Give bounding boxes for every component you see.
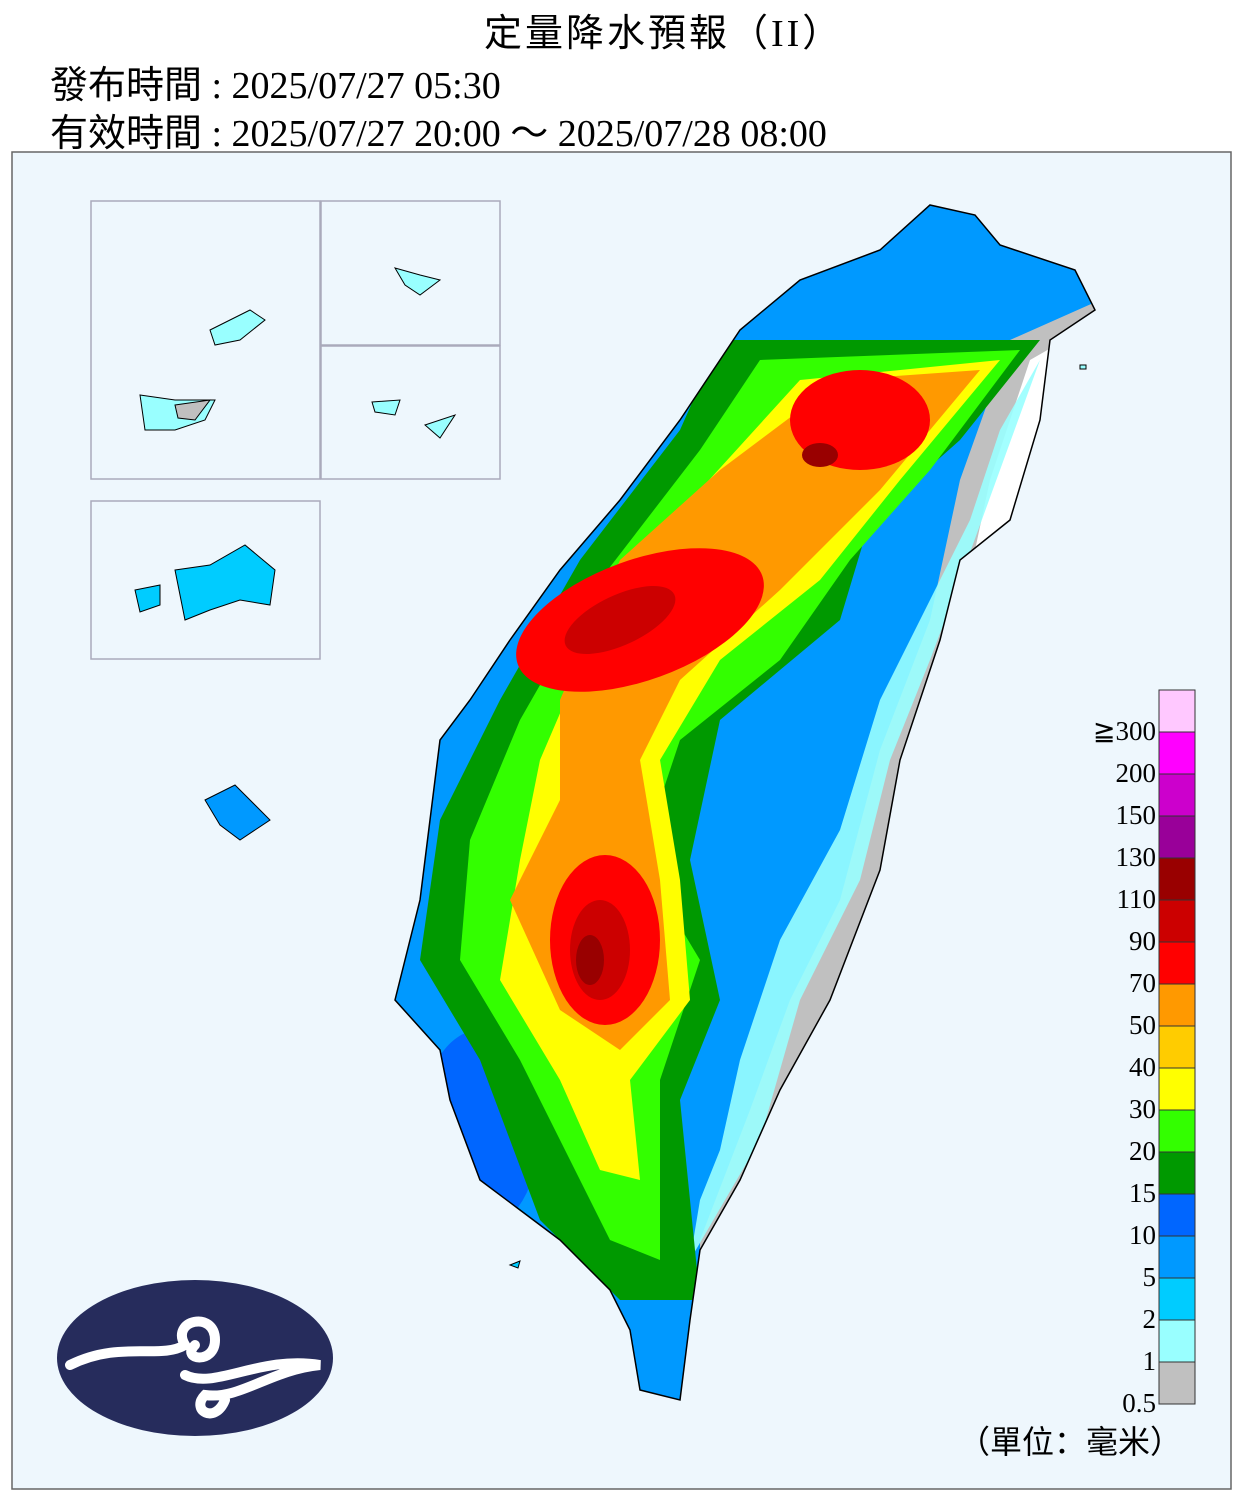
- legend-label: 15: [1129, 1178, 1156, 1208]
- inset-frames: [90, 200, 501, 660]
- issued-time: 發布時間 : 2025/07/27 05:30: [50, 65, 501, 107]
- legend-label: 150: [1116, 800, 1157, 830]
- legend: ≧300 200 150 130 110 90 70 50 40 30 20 15 10 5 2 1 0.5: [1093, 689, 1196, 1418]
- valid-time: 有效時間 : 2025/07/27 20:00 ～ 2025/07/28 08:…: [50, 113, 827, 155]
- legend-swatch: [1158, 899, 1196, 943]
- legend-label: 130: [1116, 842, 1157, 872]
- legend-swatch: [1158, 1319, 1196, 1363]
- legend-swatch: [1158, 731, 1196, 775]
- legend-label: 40: [1129, 1052, 1156, 1082]
- legend-swatch: [1158, 1277, 1196, 1321]
- legend-label: 200: [1116, 758, 1157, 788]
- legend-label: 70: [1129, 968, 1156, 998]
- legend-swatch: [1158, 1235, 1196, 1279]
- legend-label: ≧300: [1093, 716, 1156, 746]
- legend-label: 30: [1129, 1094, 1156, 1124]
- island-outline: [394, 204, 1096, 1401]
- outlying-islands: [134, 267, 1087, 1269]
- legend-swatch: [1158, 773, 1196, 817]
- legend-label: 20: [1129, 1136, 1156, 1166]
- legend-label: 0.5: [1122, 1388, 1156, 1418]
- title: 定量降水預報（II）: [484, 13, 844, 55]
- legend-swatch: [1158, 983, 1196, 1027]
- legend-swatch: [1158, 1109, 1196, 1153]
- legend-label: 1: [1143, 1346, 1157, 1376]
- legend-swatch: [1158, 1361, 1196, 1405]
- legend-swatch: [1158, 689, 1196, 733]
- legend-label: 50: [1129, 1010, 1156, 1040]
- legend-swatch: [1158, 815, 1196, 859]
- legend-label: 10: [1129, 1220, 1156, 1250]
- unit-label: （單位：毫米）: [958, 1424, 1182, 1460]
- legend-swatch: [1158, 1193, 1196, 1237]
- legend-swatch: [1158, 1067, 1196, 1111]
- legend-swatch: [1158, 857, 1196, 901]
- cwa-logo: [57, 1280, 333, 1436]
- legend-swatch: [1158, 941, 1196, 985]
- legend-label: 90: [1129, 926, 1156, 956]
- legend-label: 2: [1143, 1304, 1157, 1334]
- legend-label: 110: [1117, 884, 1157, 914]
- legend-swatch: [1158, 1151, 1196, 1195]
- legend-swatch: [1158, 1025, 1196, 1069]
- legend-label: 5: [1143, 1262, 1157, 1292]
